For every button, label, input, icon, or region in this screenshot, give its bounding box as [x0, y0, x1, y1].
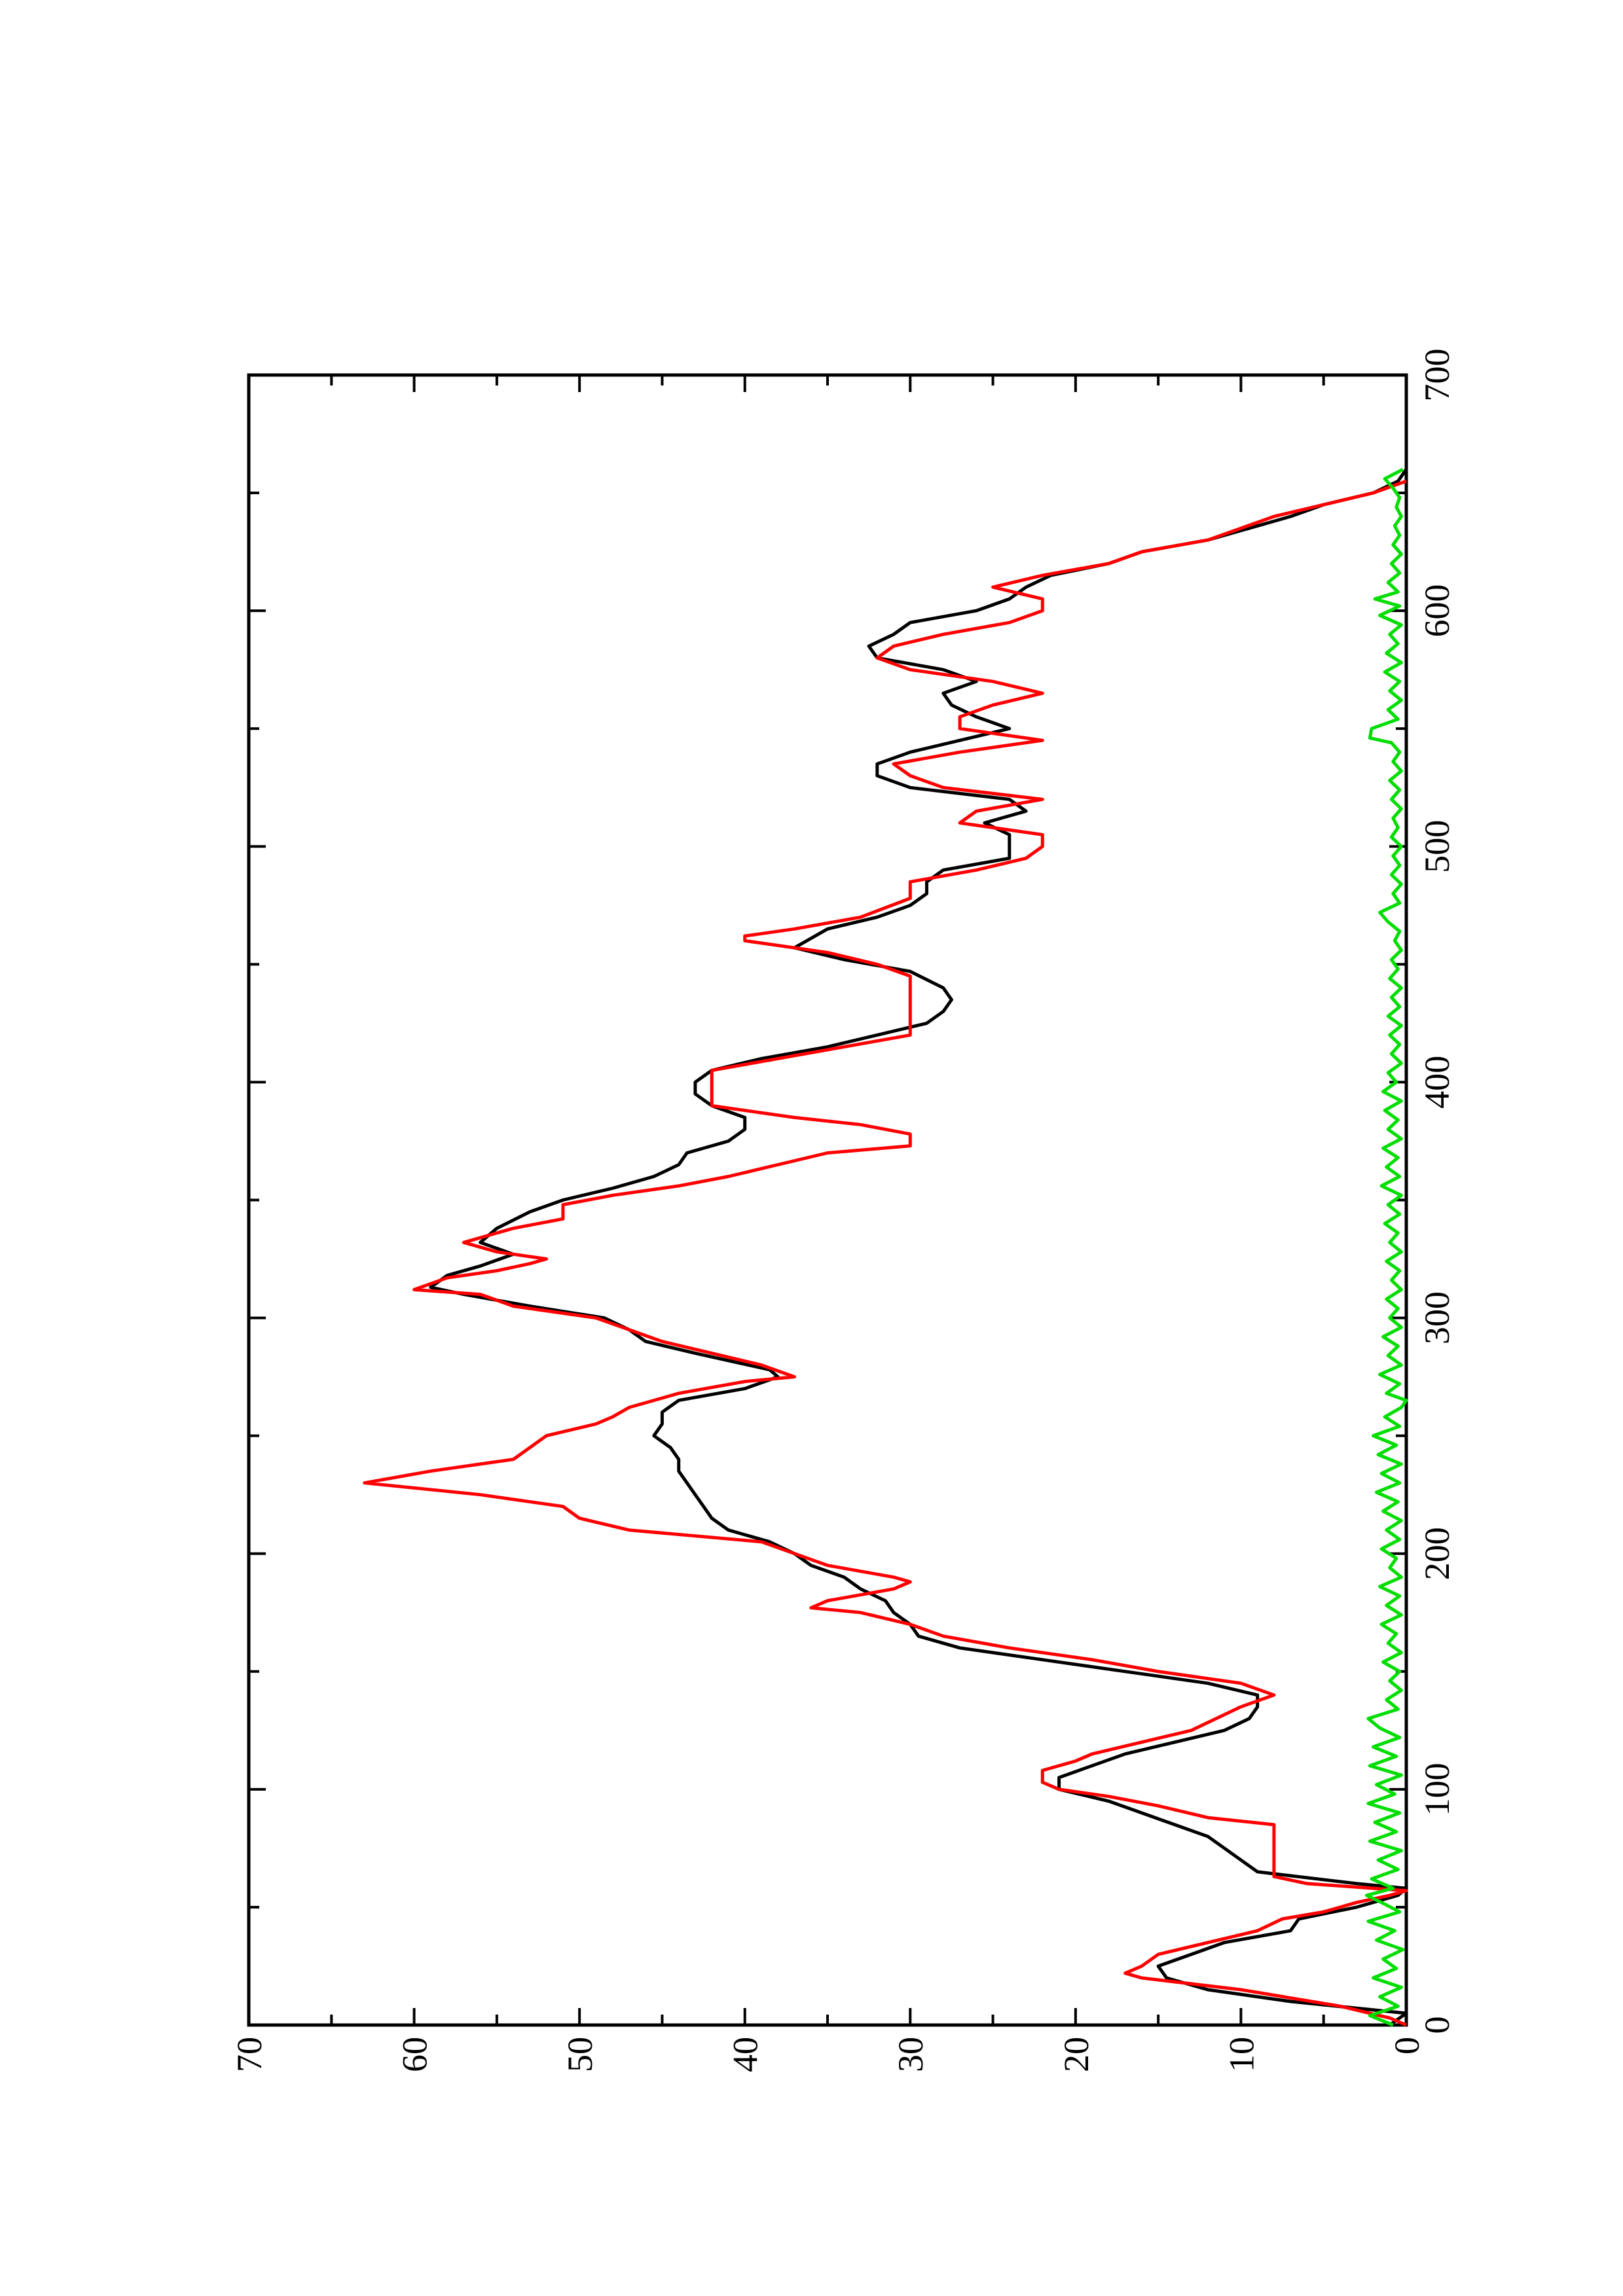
y-tick-label: 60: [395, 2037, 434, 2072]
y-tick-label: 70: [230, 2037, 269, 2072]
x-tick-label: 0: [1417, 2017, 1457, 2034]
x-tick-label: 200: [1417, 1527, 1457, 1580]
x-tick-label: 600: [1417, 584, 1457, 637]
y-tick-label: 10: [1222, 2037, 1261, 2072]
series-line-1: [429, 468, 1408, 2027]
series-line-2: [363, 479, 1408, 2027]
y-tick-label: 30: [891, 2037, 930, 2072]
plot-frame: [247, 373, 1408, 2027]
x-tick-label: 700: [1417, 349, 1457, 402]
y-tick-label: 40: [726, 2037, 765, 2072]
y-tick-label: 20: [1057, 2037, 1096, 2072]
series-line-3: [1364, 467, 1408, 2027]
series-group: [363, 467, 1408, 2027]
tick-labels: 0 100 200 300 400 500 600 700 0 10 20 30 40 50 60 70: [230, 349, 1457, 2073]
x-tick-label: 500: [1417, 820, 1457, 873]
axis-ticks: [247, 374, 1408, 2026]
x-tick-label: 300: [1417, 1291, 1457, 1344]
x-tick-label: 400: [1417, 1056, 1457, 1109]
y-tick-label: 50: [560, 2037, 600, 2072]
x-tick-label: 100: [1417, 1763, 1457, 1816]
y-tick-label: 0: [1387, 2037, 1427, 2054]
